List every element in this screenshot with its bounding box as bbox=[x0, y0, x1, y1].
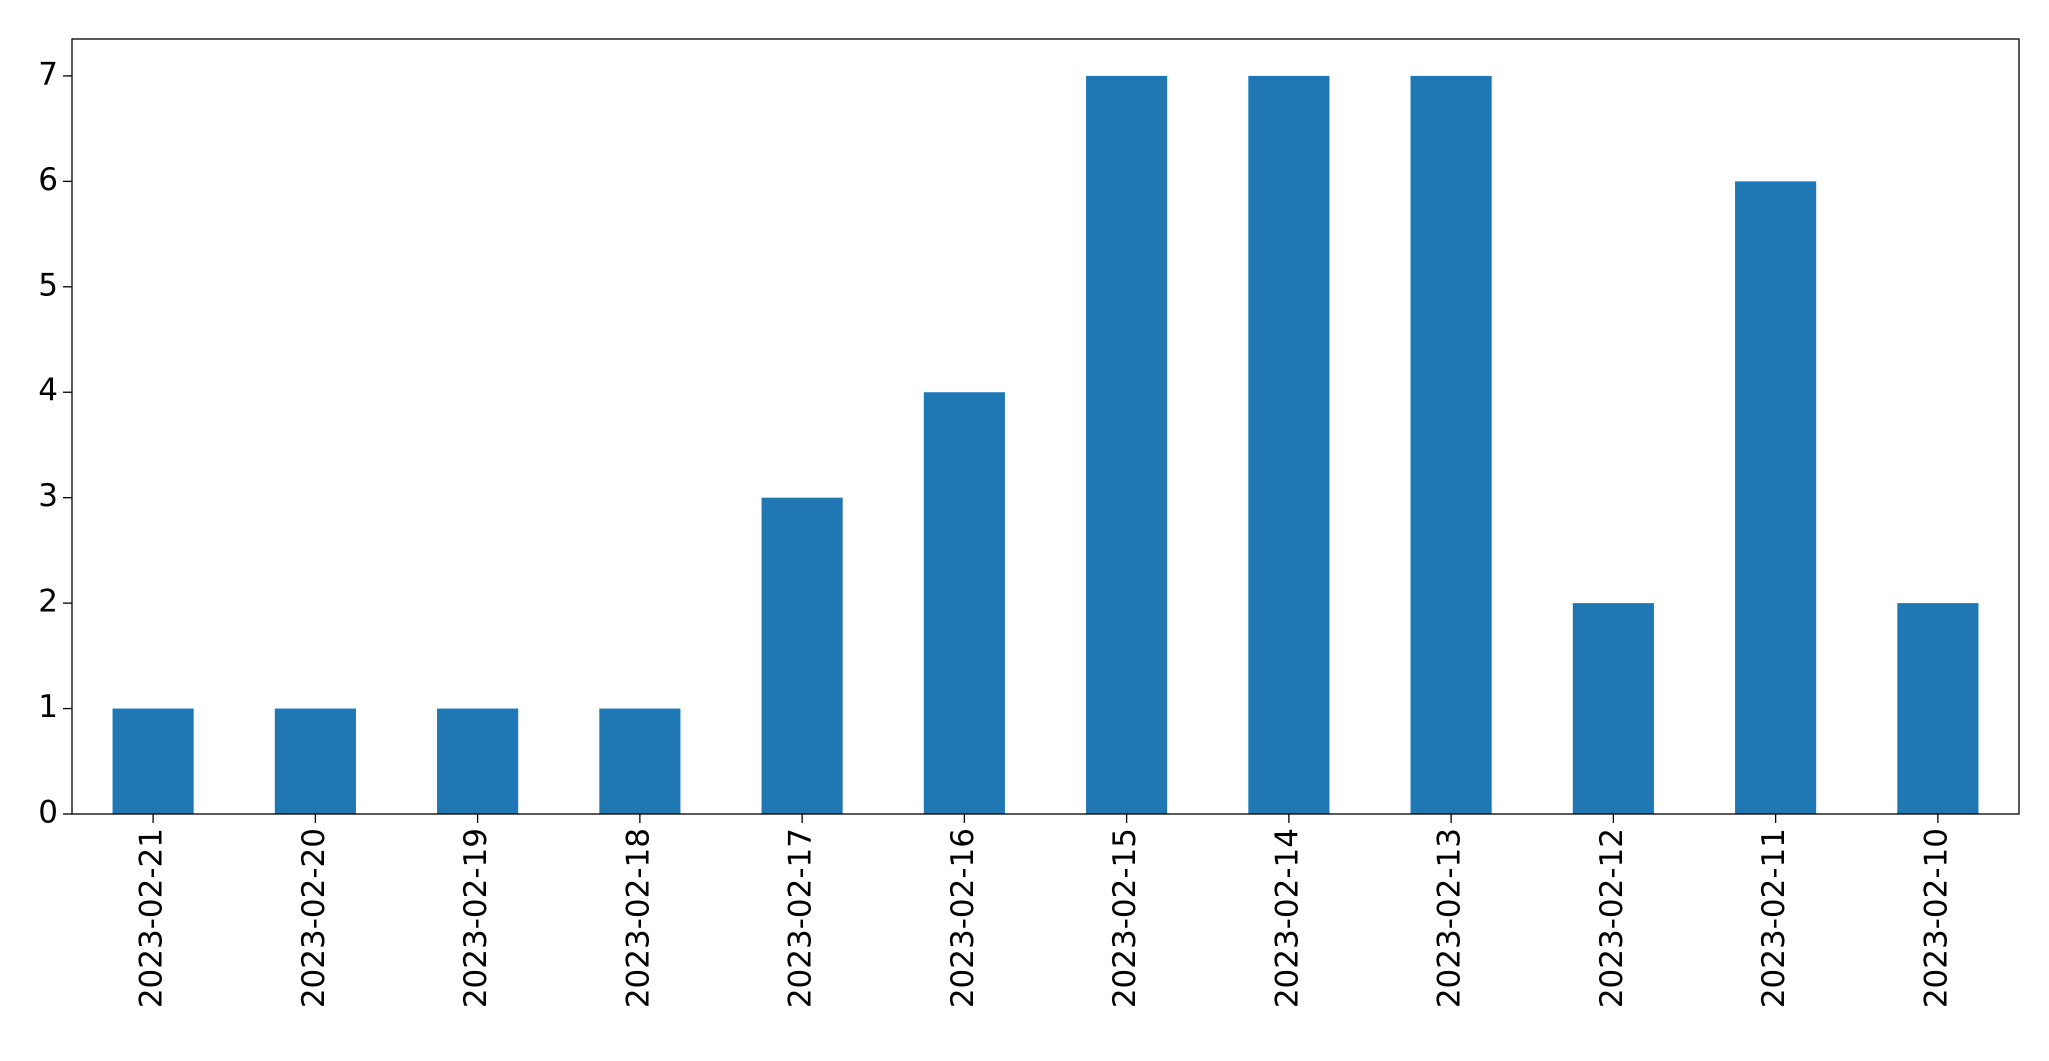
bar bbox=[437, 708, 519, 814]
x-tick-label: 2023-02-18 bbox=[620, 828, 656, 1008]
bar bbox=[761, 497, 843, 814]
x-tick-label: 2023-02-20 bbox=[296, 828, 332, 1008]
bar bbox=[1410, 75, 1492, 814]
y-tick-label: 3 bbox=[38, 478, 58, 514]
bar bbox=[599, 708, 681, 814]
x-tick-label: 2023-02-17 bbox=[783, 828, 819, 1008]
bar bbox=[1086, 75, 1168, 814]
y-tick-label: 2 bbox=[38, 584, 58, 620]
y-tick-label: 1 bbox=[38, 689, 58, 725]
x-tick-label: 2023-02-12 bbox=[1594, 828, 1630, 1008]
y-tick-label: 0 bbox=[38, 795, 58, 831]
x-tick-label: 2023-02-21 bbox=[134, 828, 170, 1008]
bar bbox=[923, 392, 1005, 814]
bar bbox=[274, 708, 356, 814]
bar bbox=[1572, 603, 1654, 814]
x-tick-label: 2023-02-19 bbox=[458, 828, 494, 1008]
y-tick-label: 7 bbox=[38, 56, 58, 92]
x-tick-label: 2023-02-10 bbox=[1918, 828, 1954, 1008]
y-tick-label: 4 bbox=[38, 373, 58, 409]
x-tick-label: 2023-02-16 bbox=[945, 828, 981, 1008]
bar bbox=[1897, 603, 1979, 814]
x-tick-label: 2023-02-11 bbox=[1756, 828, 1792, 1008]
bar bbox=[1248, 75, 1330, 814]
y-tick-label: 5 bbox=[38, 267, 58, 303]
bar bbox=[112, 708, 194, 814]
bar bbox=[1735, 181, 1817, 815]
plot-frame bbox=[71, 38, 2020, 815]
x-tick-label: 2023-02-15 bbox=[1107, 828, 1143, 1008]
y-tick-label: 6 bbox=[38, 162, 58, 198]
x-tick-label: 2023-02-14 bbox=[1269, 828, 1305, 1008]
x-tick-label: 2023-02-13 bbox=[1432, 828, 1468, 1008]
